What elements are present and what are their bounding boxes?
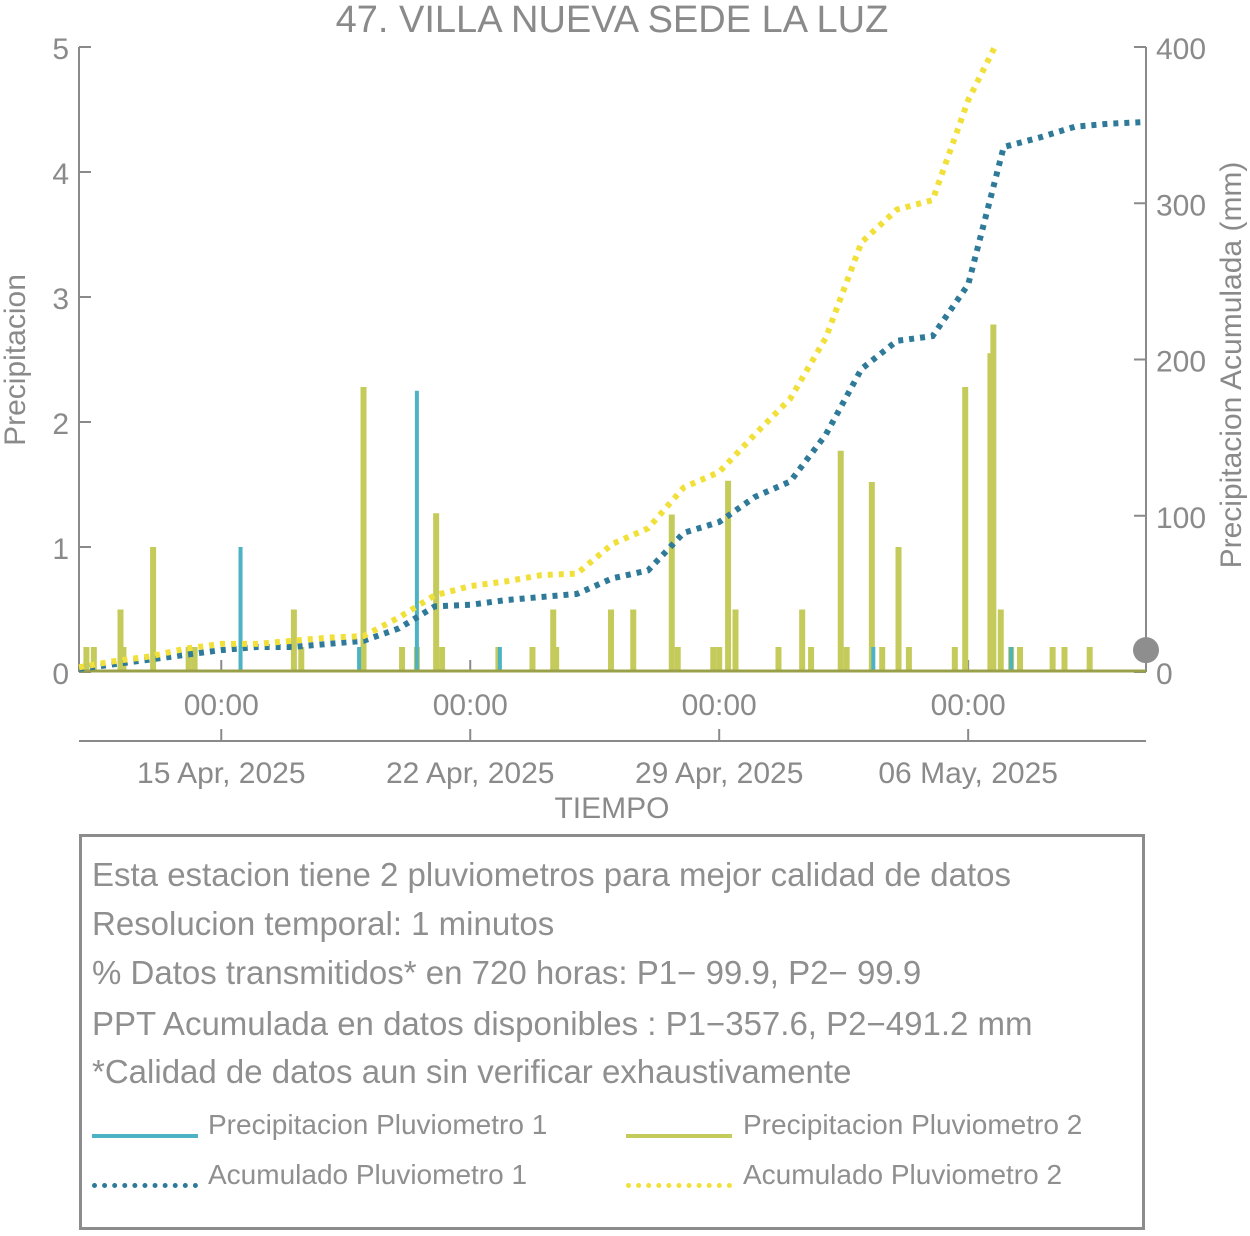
precip-bar: [497, 647, 502, 672]
info-line: PPT Acumulada en datos disponibles : P1−…: [92, 1005, 1033, 1042]
x-tick-time-label: 00:00: [682, 689, 757, 722]
precip-bar: [360, 387, 367, 672]
precip-bar: [399, 647, 406, 672]
legend-label: Acumulado Pluviometro 1: [208, 1159, 528, 1190]
left-tick-label: 4: [52, 158, 69, 191]
precip-bar: [185, 647, 192, 672]
info-line: *Calidad de datos aun sin verificar exha…: [92, 1053, 852, 1090]
precip-bar: [997, 609, 1004, 672]
precip-bar: [550, 609, 557, 672]
legend-swatch-solid-p2: [626, 1134, 732, 1138]
left-tick-label: 2: [52, 408, 69, 441]
precip-bar: [433, 513, 440, 672]
x-tick-time-label: 00:00: [931, 689, 1006, 722]
precip-bar: [775, 647, 782, 672]
precip-bar: [808, 647, 815, 672]
right-tick-label: 100: [1156, 502, 1206, 535]
accumulated-lines: [78, 45, 1147, 672]
precip-bar: [90, 647, 97, 672]
legend-swatch-dotted-p1: [92, 1183, 198, 1188]
precip-bar: [630, 609, 637, 672]
accumulated-line: [78, 45, 998, 671]
precip-bar: [529, 647, 536, 672]
precip-bar: [879, 647, 886, 672]
precip-bar: [553, 647, 560, 672]
precip-bar: [905, 647, 912, 672]
precip-bar: [238, 547, 243, 672]
x-tick-date-label: 22 Apr, 2025: [386, 757, 555, 790]
precip-bar: [414, 390, 419, 672]
info-line: % Datos transmitidos* en 720 horas: P1− …: [92, 954, 922, 991]
x-axis-label: TIEMPO: [554, 792, 669, 825]
precip-bar: [668, 514, 675, 672]
precip-bar: [1017, 647, 1024, 672]
x-axis-ticks: 00:00 15 Apr, 2025 00:00 22 Apr, 2025 00:00 2…: [137, 660, 1058, 790]
precip-bar: [1049, 647, 1056, 672]
right-tick-label: 300: [1156, 189, 1206, 222]
precip-bar: [990, 324, 997, 672]
precip-bar: [150, 547, 157, 672]
y-axis-label-left: Precipitacion: [0, 274, 32, 446]
precip-bar: [1086, 647, 1093, 672]
precip-bar: [710, 647, 717, 672]
precip-bar: [837, 450, 844, 672]
right-axis-marker: [1133, 637, 1159, 664]
precip-bar: [951, 647, 958, 672]
info-box: Esta estacion tiene 2 pluviometros para …: [79, 834, 1145, 1230]
precip-bar: [1009, 647, 1014, 672]
left-tick-label: 3: [52, 283, 69, 316]
x-tick-date-label: 15 Apr, 2025: [137, 757, 306, 790]
right-axis-ticks: 0 100 200 300 400: [1134, 33, 1206, 691]
precip-bar: [799, 609, 806, 672]
info-line: Resolucion temporal: 1 minutos: [92, 905, 555, 942]
precip-bar: [732, 609, 739, 672]
left-tick-label: 0: [52, 658, 69, 691]
bars-pluviometro-1: [238, 390, 1014, 672]
precip-bar: [117, 609, 124, 672]
x-tick-date-label: 06 May, 2025: [878, 757, 1058, 790]
precip-bar: [191, 647, 198, 672]
x-tick-time-label: 00:00: [433, 689, 508, 722]
precip-bar: [843, 647, 850, 672]
left-axis-ticks: 0 1 2 3 4 5: [52, 33, 91, 691]
right-tick-label: 200: [1156, 346, 1206, 379]
precip-bar: [83, 647, 90, 672]
x-tick-date-label: 29 Apr, 2025: [635, 757, 804, 790]
precip-bar: [962, 387, 969, 672]
precip-bar: [290, 609, 297, 672]
accumulated-line: [78, 119, 1147, 672]
precipitation-chart: 47. VILLA NUEVA SEDE LA LUZ 0 1 2 3 4 5 0 100 2…: [0, 0, 1248, 825]
precip-bar: [674, 647, 681, 672]
left-tick-label: 1: [52, 533, 69, 566]
precip-bar: [1061, 647, 1068, 672]
x-tick-time-label: 00:00: [184, 689, 259, 722]
precip-bar: [357, 647, 362, 672]
precip-bar: [895, 547, 902, 672]
bars-pluviometro-2: [83, 324, 1093, 672]
info-line: Esta estacion tiene 2 pluviometros para …: [92, 856, 1012, 893]
right-tick-label: 400: [1156, 33, 1206, 66]
y-axis-label-right: Precipitacion Acumulada (mm): [1215, 162, 1248, 569]
right-tick-label: 0: [1156, 658, 1173, 691]
precip-bar: [439, 647, 446, 672]
precip-bar: [725, 480, 732, 672]
precip-bar: [298, 647, 305, 672]
precip-bar: [871, 647, 876, 672]
legend-swatch-solid-p1: [92, 1134, 198, 1138]
chart-title: 47. VILLA NUEVA SEDE LA LUZ: [336, 0, 889, 41]
legend-label: Precipitacion Pluviometro 1: [208, 1109, 548, 1140]
precip-bar: [868, 482, 875, 672]
precip-bar: [716, 647, 723, 672]
legend-label: Acumulado Pluviometro 2: [743, 1159, 1063, 1190]
left-tick-label: 5: [52, 33, 69, 66]
legend-swatch-dotted-p2: [626, 1183, 732, 1188]
legend-label: Precipitacion Pluviometro 2: [743, 1109, 1083, 1140]
precip-bar: [608, 609, 615, 672]
